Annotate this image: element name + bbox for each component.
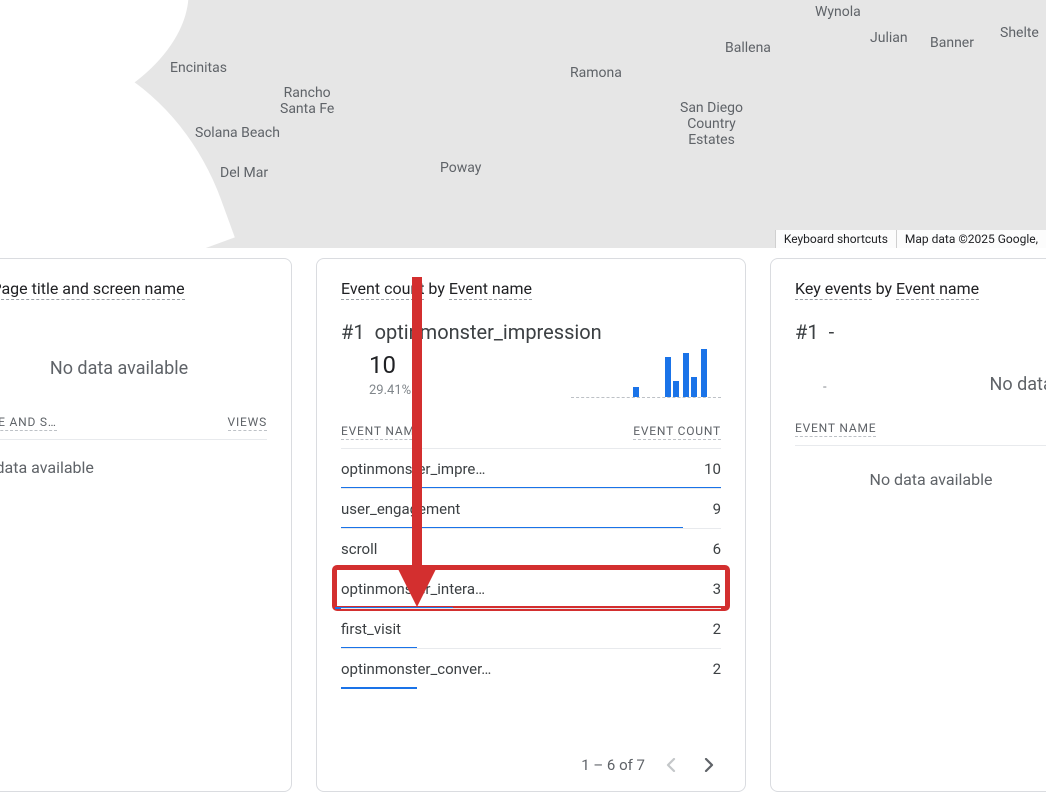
map-city-label: Encinitas bbox=[170, 60, 227, 76]
table-row[interactable]: scroll 6 bbox=[341, 528, 721, 568]
key-events-card: Key events by Event name #1 - - No data … bbox=[770, 258, 1046, 792]
chevron-right-icon bbox=[704, 758, 714, 772]
top-rank: #1 bbox=[795, 320, 819, 344]
event-name: optinmonster_conver… bbox=[341, 660, 491, 678]
event-name: user_engagement bbox=[341, 500, 460, 518]
map-attribution: Keyboard shortcuts Map data ©2025 Google… bbox=[775, 230, 1046, 248]
top-event-pct: 29.41% bbox=[369, 383, 411, 398]
no-data-label: No data available bbox=[795, 446, 1046, 507]
column-header[interactable]: EVENT COUNT bbox=[633, 424, 721, 440]
map-city-label: Ballena bbox=[725, 40, 771, 56]
sparkline-bar bbox=[665, 357, 671, 397]
pager: 1 – 6 of 7 bbox=[581, 753, 721, 777]
dimension-link[interactable]: Page title and screen name bbox=[0, 279, 185, 300]
card-title: Event count by Event name bbox=[341, 279, 721, 298]
no-data-label: No data available bbox=[0, 440, 267, 495]
keyboard-shortcuts-link[interactable]: Keyboard shortcuts bbox=[775, 230, 896, 248]
sparkline-chart bbox=[571, 350, 721, 398]
sparkline-bar bbox=[673, 381, 679, 397]
map-city-label: Wynola bbox=[815, 4, 861, 20]
card-title: Key events by Event name bbox=[795, 279, 1046, 298]
metric-link[interactable]: Key events bbox=[795, 279, 872, 300]
map-city-label: Ramona bbox=[570, 65, 622, 81]
column-header[interactable]: EVENT NAME bbox=[341, 424, 422, 440]
event-name: scroll bbox=[341, 540, 377, 558]
dimension-link[interactable]: Event name bbox=[896, 279, 979, 300]
pager-range: 1 – 6 of 7 bbox=[581, 756, 645, 774]
top-rank: #1 bbox=[341, 320, 365, 344]
event-name: optinmonster_intera… bbox=[341, 580, 485, 598]
event-count: 10 bbox=[704, 460, 721, 478]
map-city-label: Poway bbox=[440, 160, 481, 176]
event-count: 2 bbox=[713, 660, 721, 678]
chevron-left-icon bbox=[666, 758, 676, 772]
top-event-count: 10 bbox=[369, 353, 411, 377]
table-row[interactable]: optinmonster_intera… 3 bbox=[335, 568, 727, 608]
top-event-placeholder: - bbox=[823, 380, 827, 395]
table-row[interactable]: user_engagement 9 bbox=[341, 488, 721, 528]
metric-link[interactable]: Event count bbox=[341, 279, 424, 300]
sparkline-bar bbox=[633, 387, 639, 397]
column-header[interactable]: TITLE AND S… bbox=[0, 415, 57, 431]
event-count: 6 bbox=[713, 540, 721, 558]
map-city-label: Julian bbox=[870, 30, 908, 46]
event-count: 3 bbox=[713, 580, 721, 598]
map-city-label: Banner bbox=[930, 35, 974, 51]
map-region[interactable]: Encinitas RanchoSanta FeSolana Beach Del M… bbox=[0, 0, 1046, 248]
dimension-link[interactable]: Event name bbox=[449, 279, 532, 300]
column-header[interactable]: EVENT NAME bbox=[795, 421, 876, 437]
table-header: TITLE AND S… VIEWS bbox=[0, 415, 267, 439]
pager-prev[interactable] bbox=[659, 753, 683, 777]
no-data-label: No data available bbox=[0, 358, 267, 379]
row-bar bbox=[341, 687, 417, 689]
table-row[interactable]: optinmonster_impre… 10 bbox=[341, 448, 721, 488]
top-event-name: - bbox=[829, 320, 835, 344]
map-city-label: Del Mar bbox=[220, 165, 268, 181]
sparkline-bar bbox=[691, 377, 697, 397]
cards-row: by Page title and screen name No data av… bbox=[0, 248, 1046, 792]
map-city-label: Shelte bbox=[1000, 25, 1039, 41]
map-city-label: RanchoSanta Fe bbox=[280, 85, 334, 117]
event-count-card: Event count by Event name #1 optinmonste… bbox=[316, 258, 746, 792]
sparkline-bar bbox=[683, 353, 689, 397]
no-data-label: No data a bbox=[990, 374, 1046, 395]
map-city-label: Solana Beach bbox=[195, 125, 280, 141]
table-header: EVENT NAME EVENT COUNT bbox=[341, 424, 721, 448]
event-name: first_visit bbox=[341, 620, 401, 638]
event-count: 9 bbox=[713, 500, 721, 518]
card-title: by Page title and screen name bbox=[0, 279, 267, 298]
sparkline-bar bbox=[701, 349, 707, 397]
table-header: EVENT NAME K bbox=[795, 421, 1046, 445]
top-event-name: optinmonster_impression bbox=[375, 320, 602, 344]
map-data-label: Map data ©2025 Google, bbox=[896, 230, 1046, 248]
event-count: 2 bbox=[713, 620, 721, 638]
views-card: by Page title and screen name No data av… bbox=[0, 258, 292, 792]
pager-next[interactable] bbox=[697, 753, 721, 777]
table-row[interactable]: optinmonster_conver… 2 bbox=[341, 648, 721, 688]
column-header[interactable]: VIEWS bbox=[228, 415, 268, 431]
table-row[interactable]: first_visit 2 bbox=[341, 608, 721, 648]
map-city-label: San DiegoCountryEstates bbox=[680, 100, 743, 148]
event-name: optinmonster_impre… bbox=[341, 460, 485, 478]
